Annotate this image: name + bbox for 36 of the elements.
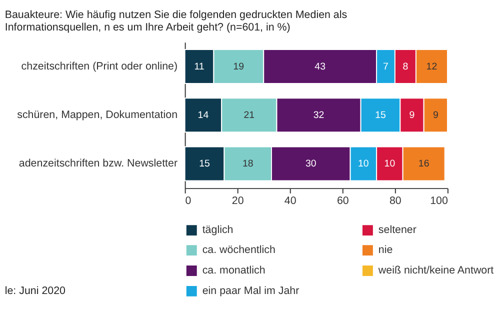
legend-label: ca. monatlich [202,264,266,277]
x-tick-label: 60 [336,195,349,208]
data-label: 21 [244,110,255,122]
legend-label: täglich [202,224,234,236]
data-label: 12 [426,61,438,72]
y-tick-label: adenzeitschriften bzw. Newsletter [18,158,178,170]
data-label: 32 [313,110,324,122]
data-label: 15 [199,158,210,170]
data-label: 10 [384,158,396,170]
data-label: 43 [314,61,326,72]
text: le: Juni 2020 [4,285,66,298]
legend-label: nie [378,244,393,256]
x-tick-label: 0 [185,195,192,208]
data-label: 8 [402,61,408,72]
y-tick-label: schüren, Mappen, Dokumentation [17,109,178,122]
data-label: 9 [409,110,415,122]
y-tick-label: chzeitschriften (Print oder online) [21,60,178,72]
data-label: 16 [418,158,430,170]
data-label: 14 [198,110,210,122]
data-label: 18 [242,158,254,170]
chart-title: Bauakteure: Wie häufig nutzen Sie die folgenden gedruckten Medien als Informationsquellen, n es um Ihre Arbeit geht? (n=601, in %) [4,8,348,34]
data-label: 30 [305,158,317,170]
data-label: 15 [375,110,386,122]
data-label: 7 [383,61,388,72]
legend-label: ca. wöchentlich [202,244,276,256]
x-tick-label: 40 [284,195,296,208]
x-tick-label: 80 [389,195,402,208]
legend-label: seltener [378,224,417,236]
data-label: 11 [194,61,204,72]
data-label: 19 [233,61,244,72]
legend-label: ein paar Mal im Jahr [202,285,300,298]
data-label: 9 [432,110,438,122]
x-tick-label: 100 [430,195,448,208]
data-label: 10 [358,158,370,170]
x-tick-label: 20 [232,195,244,208]
legend-label: weiß nicht/keine Antwort [377,264,494,277]
